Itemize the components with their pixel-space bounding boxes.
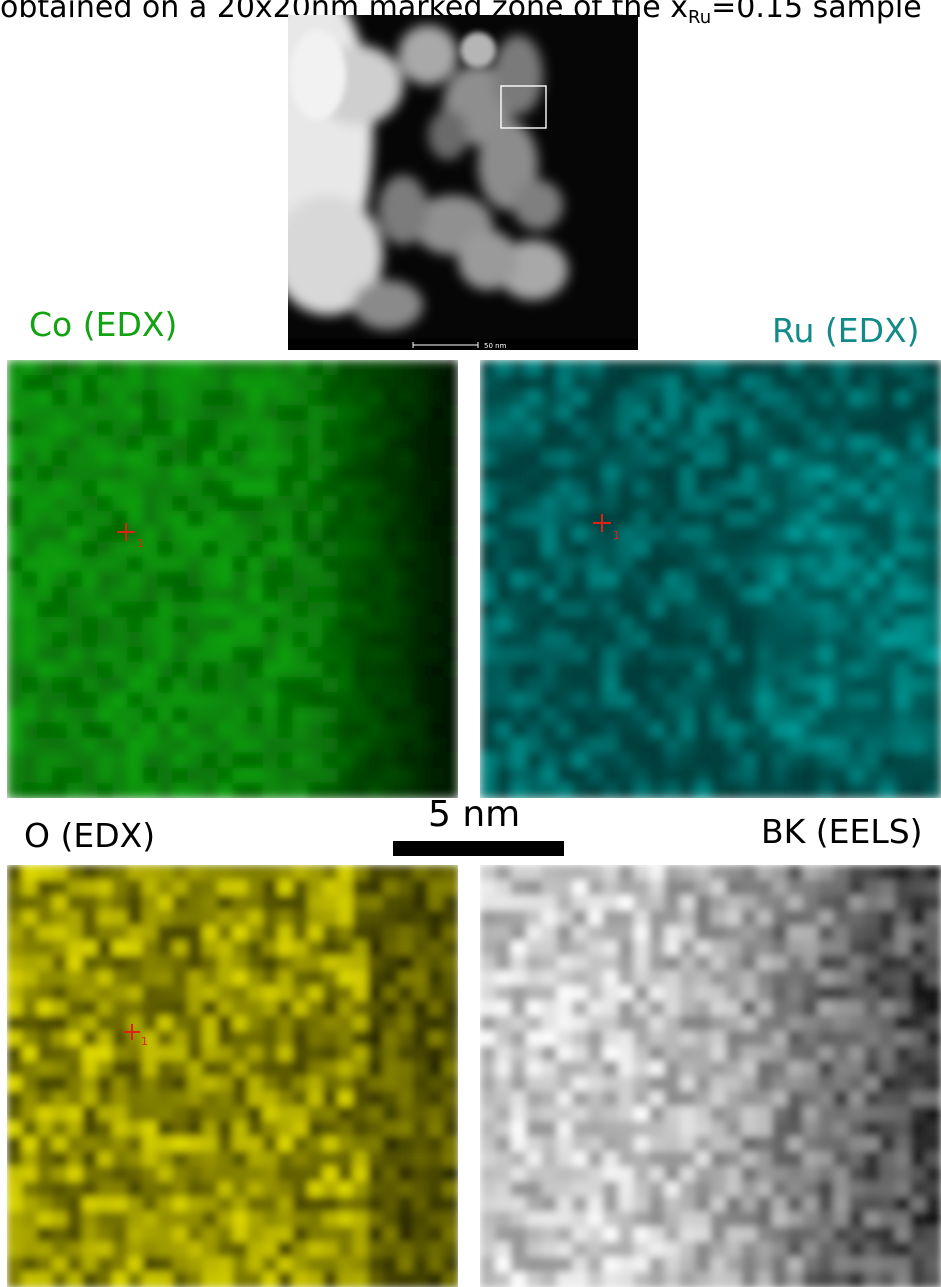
bk-eels-map	[480, 865, 941, 1287]
scale-bar-label: 5 nm	[428, 794, 521, 835]
crosshair-marker-icon: 1	[593, 514, 620, 542]
scale-bar	[393, 841, 564, 856]
o-edx-map: 1	[7, 865, 458, 1287]
haadf-scale-label: 50 nm	[484, 342, 507, 350]
crosshair-marker-icon: 1	[117, 523, 144, 550]
o-map-label: O (EDX)	[24, 816, 156, 855]
haadf-overview-image: 50 nm	[288, 15, 638, 350]
co-map-label: Co (EDX)	[29, 305, 178, 344]
marker-label: 1	[137, 537, 144, 550]
bk-map-label: BK (EELS)	[761, 812, 923, 851]
crosshair-marker-icon: 1	[124, 1024, 148, 1048]
marker-label: 1	[141, 1035, 148, 1048]
co-edx-map: 1	[7, 360, 458, 798]
ru-edx-map: 1	[480, 360, 941, 798]
marker-label: 1	[613, 529, 620, 542]
ru-map-label: Ru (EDX)	[772, 311, 920, 350]
figure-caption: obtained on a 20x20nm marked zone of the…	[0, 0, 922, 28]
